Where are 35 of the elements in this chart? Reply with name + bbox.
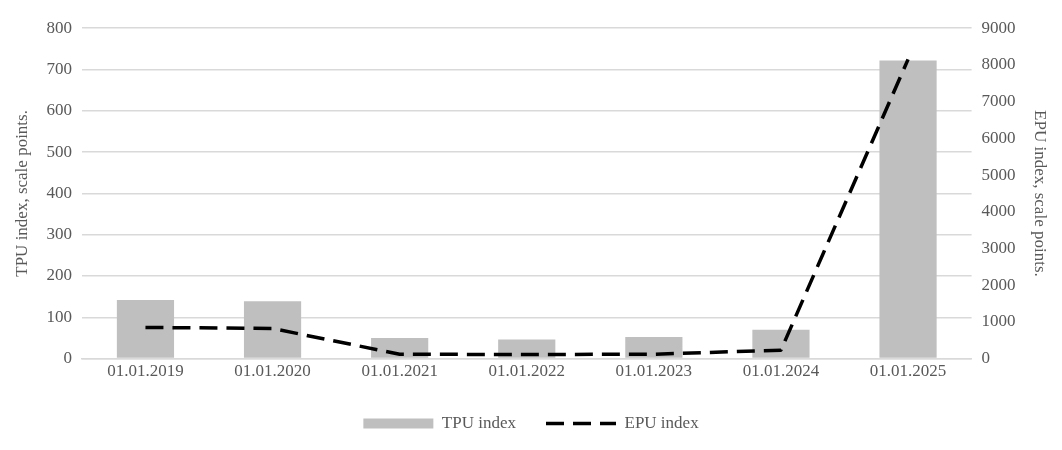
y2-axis-title: EPU index, scale points. xyxy=(1031,110,1051,277)
legend-label: EPU index xyxy=(624,412,700,432)
y-tick-label: 100 xyxy=(46,306,72,326)
bar xyxy=(879,60,937,358)
x-tick-label: 01.01.2021 xyxy=(361,361,438,381)
y2-tick-label: 3000 xyxy=(981,237,1016,257)
x-tick-label: 01.01.2022 xyxy=(488,361,565,381)
y-tick-label: 800 xyxy=(46,17,72,37)
y-tick-label: 200 xyxy=(46,265,72,285)
y2-tick-label: 9000 xyxy=(981,17,1016,37)
legend-label: TPU index xyxy=(441,412,517,432)
y2-tick-label: 0 xyxy=(981,348,991,368)
y2-tick-label: 6000 xyxy=(981,127,1016,147)
y-tick-label: 400 xyxy=(46,182,72,202)
bar xyxy=(752,329,810,358)
y-axis-title: TPU index, scale points. xyxy=(11,110,31,277)
y2-tick-label: 1000 xyxy=(981,311,1016,331)
y2-tick-label: 8000 xyxy=(981,54,1016,74)
y-tick-label: 0 xyxy=(63,348,72,368)
x-tick-label: 01.01.2019 xyxy=(107,361,184,381)
bar xyxy=(243,301,302,358)
x-tick-label: 01.01.2024 xyxy=(742,361,820,381)
y-tick-label: 700 xyxy=(46,58,72,78)
y-tick-label: 300 xyxy=(46,224,72,244)
y-tick-label: 500 xyxy=(46,141,72,161)
y2-tick-label: 7000 xyxy=(981,91,1016,111)
x-tick-label: 01.01.2023 xyxy=(615,361,693,381)
y2-tick-label: 4000 xyxy=(981,201,1016,221)
x-tick-label: 01.01.2025 xyxy=(869,361,947,381)
bar xyxy=(116,299,175,358)
y2-tick-label: 5000 xyxy=(981,164,1016,184)
y-tick-label: 600 xyxy=(46,100,72,120)
x-tick-label: 01.01.2020 xyxy=(234,361,311,381)
y2-tick-label: 2000 xyxy=(981,274,1016,294)
line-series xyxy=(143,57,910,357)
